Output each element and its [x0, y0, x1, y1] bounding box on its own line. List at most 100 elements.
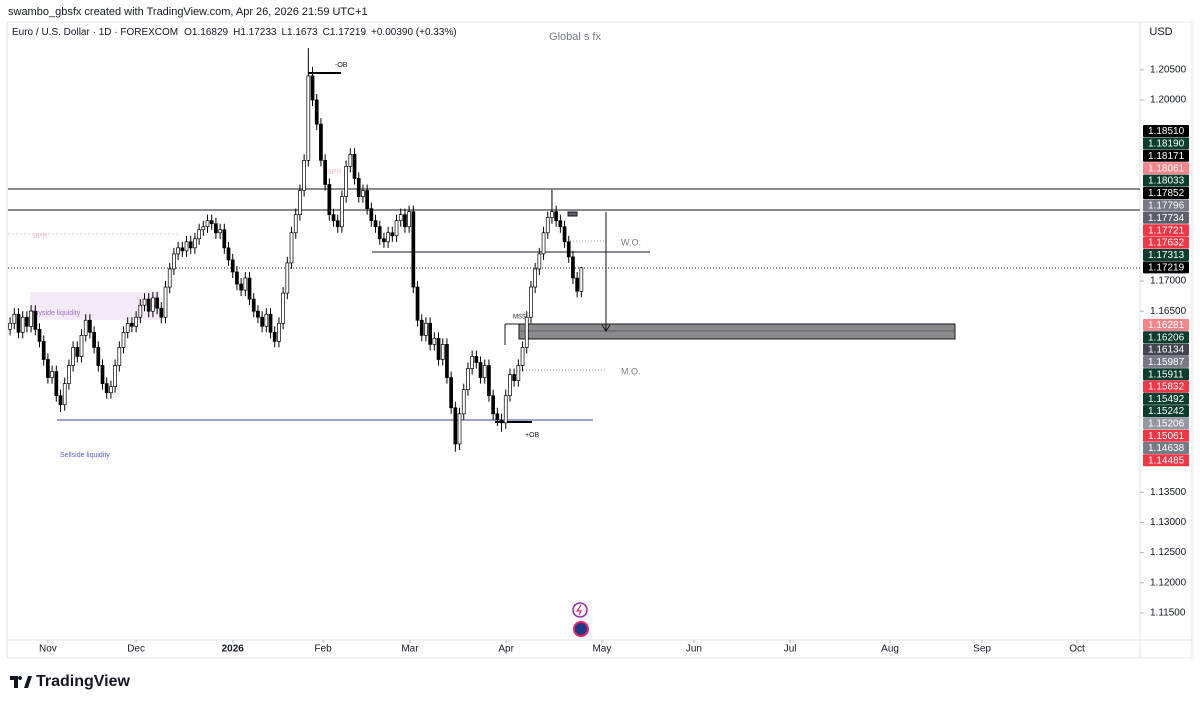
annotation: BPR	[33, 233, 47, 240]
annotation: Sellside liquidity	[60, 452, 110, 459]
candle-body	[516, 365, 521, 381]
price-tag	[1143, 137, 1189, 150]
candle-body	[268, 313, 273, 333]
candle-body	[230, 259, 235, 273]
symbol: Euro / U.S. Dollar · 1D · FOREXCOM	[12, 27, 178, 38]
candle-body	[33, 310, 38, 330]
candle-body	[218, 229, 222, 234]
candle-body	[508, 374, 512, 397]
candle-body	[340, 196, 344, 228]
candle-body	[428, 322, 432, 345]
candle-body	[163, 286, 168, 318]
candle-body	[113, 365, 117, 387]
candle-body	[239, 283, 243, 291]
candle-body	[436, 338, 441, 360]
candle-body	[524, 316, 529, 348]
x-tick-label: 2026	[222, 644, 245, 655]
y-tick-label: 1.16500	[1150, 306, 1187, 317]
y-tick-label: 1.13000	[1150, 517, 1187, 528]
annotation: W.O.	[621, 237, 641, 247]
annotation: MSS	[513, 315, 526, 321]
price-tag	[1143, 429, 1189, 442]
price-tag-label: 1.15492	[1148, 394, 1185, 405]
candle-body	[104, 383, 109, 394]
candle-body	[54, 371, 59, 397]
candle-body	[193, 238, 197, 249]
candle-body	[159, 307, 164, 318]
candle-body	[562, 226, 567, 243]
candle-body	[88, 319, 92, 333]
candles	[8, 48, 584, 452]
candle-body	[403, 214, 407, 228]
candle-body	[272, 331, 277, 342]
x-tick-label: Mar	[401, 644, 419, 655]
candle-body	[482, 365, 487, 378]
candle-body	[251, 298, 256, 312]
candle-body	[478, 362, 483, 378]
price-tag-label: 1.18033	[1148, 176, 1185, 187]
candle-body	[424, 322, 428, 336]
y-tick-label: 1.20500	[1150, 64, 1187, 75]
candle-body	[558, 220, 563, 228]
price-tag-label: 1.15242	[1148, 406, 1185, 417]
price-tag	[1143, 125, 1189, 137]
candle-body	[314, 99, 319, 125]
price-tag-label: 1.18510	[1148, 126, 1185, 137]
legend-value: 1.17233	[240, 27, 277, 38]
x-tick-label: Apr	[498, 644, 514, 655]
candle-body	[29, 310, 33, 327]
x-tick-label: Jun	[686, 644, 702, 655]
price-tag-label: 1.17852	[1148, 188, 1185, 199]
buyside-zone	[30, 292, 160, 320]
price-tag	[1143, 187, 1189, 199]
candle-body	[180, 247, 185, 252]
legend-prefix: C	[323, 27, 330, 38]
candle-body	[449, 377, 453, 409]
watermark: Global s fx	[549, 31, 601, 43]
candle-body	[83, 319, 88, 336]
candle-body	[415, 286, 420, 321]
x-tick-label: May	[592, 644, 611, 655]
candle-body	[151, 297, 155, 312]
candle-body	[247, 277, 252, 300]
price-tag	[1143, 355, 1189, 368]
y-tick-label: 1.20000	[1150, 95, 1187, 106]
price-tag	[1143, 236, 1189, 249]
candle-body	[125, 322, 130, 333]
candle-body	[25, 316, 29, 327]
candle-body	[96, 347, 101, 366]
drawings	[8, 72, 1140, 637]
candle-body	[41, 341, 46, 360]
candle-body	[92, 331, 96, 348]
price-tag	[1143, 343, 1189, 356]
candle-body	[188, 241, 193, 249]
candle-body	[474, 356, 479, 363]
candle-body	[243, 277, 248, 291]
price-tag-label: 1.18190	[1148, 139, 1185, 150]
candle-body	[134, 316, 138, 327]
candle-body	[235, 271, 239, 285]
candle-body	[50, 371, 54, 378]
event-icon[interactable]	[572, 602, 588, 618]
price-tag	[1143, 319, 1189, 331]
chart-frame	[6, 21, 1193, 659]
y-tick-label: 1.13500	[1150, 487, 1187, 498]
candle-body	[142, 298, 147, 306]
candle-body	[461, 389, 466, 415]
candle-body	[432, 338, 437, 345]
x-tick-label: Dec	[127, 644, 145, 655]
legend: Euro / U.S. Dollar · 1D · FOREXCOM O1.168…	[12, 27, 457, 38]
candle-body	[398, 214, 403, 222]
price-tag	[1143, 442, 1189, 454]
x-tick-label: Nov	[39, 644, 57, 655]
candle-body	[327, 184, 332, 216]
candle-body	[62, 383, 67, 406]
annotation: Buyside liquidity	[30, 310, 81, 317]
candle-body	[470, 356, 474, 369]
candle-body	[352, 153, 357, 179]
candle-body	[373, 220, 378, 228]
event-icon[interactable]	[573, 621, 589, 637]
candle-body	[310, 75, 315, 101]
candle-body	[466, 368, 470, 391]
candle-body	[226, 247, 231, 261]
